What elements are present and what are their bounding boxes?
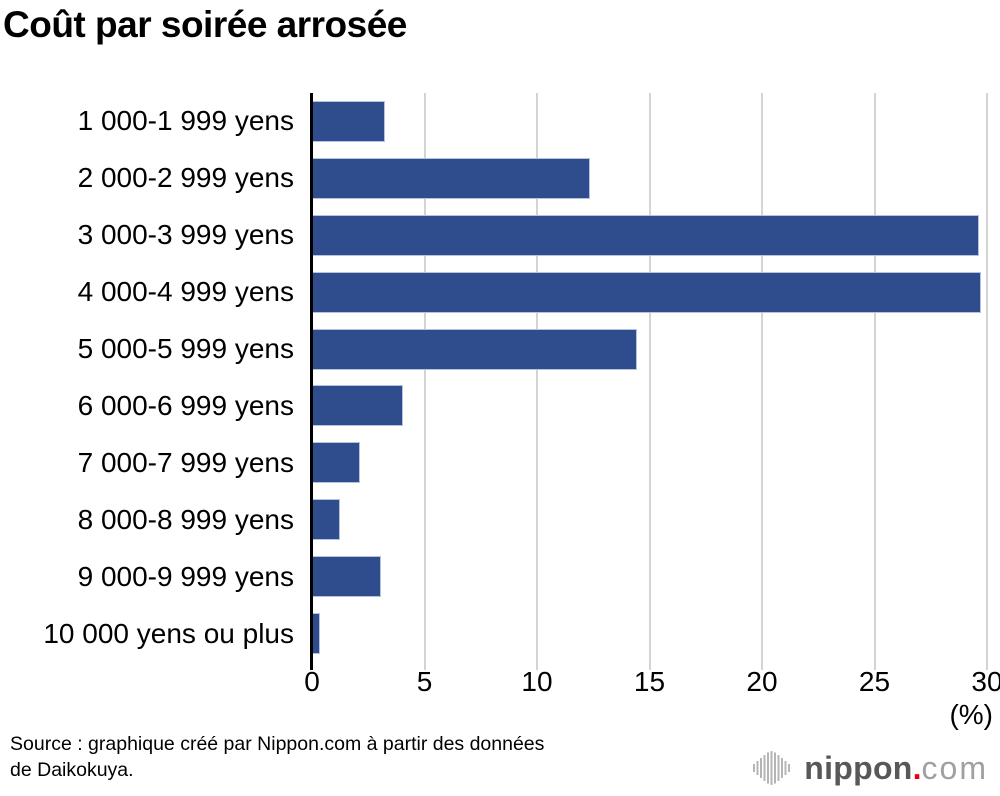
- bar: [313, 328, 637, 370]
- chart-title: Coût par soirée arrosée: [3, 4, 407, 45]
- bar: [313, 556, 381, 598]
- bar: [313, 271, 982, 313]
- source-line-1: Source : graphique créé par Nippon.com à…: [10, 733, 545, 755]
- bar: [313, 157, 590, 199]
- x-tick-labels: 0 5 10 15 20 25 30: [304, 666, 1000, 700]
- gridline: [423, 93, 426, 670]
- bar: [313, 442, 361, 484]
- nippon-logo: nippon. com: [753, 748, 988, 788]
- bar: [313, 385, 403, 427]
- logo-text: nippon. com: [804, 750, 988, 787]
- soundwave-icon: [753, 751, 791, 785]
- category-label: 9 000-9 999 yens: [77, 560, 294, 592]
- x-tick-label: 10: [521, 666, 553, 697]
- category-labels: 1 000-1 999 yens 2 000-2 999 yens 3 000-3 …: [0, 93, 303, 662]
- category-label: 6 000-6 999 yens: [77, 389, 294, 421]
- x-tick-label: 25: [858, 666, 891, 697]
- category-label: 5 000-5 999 yens: [77, 333, 294, 365]
- category-label: 7 000-7 999 yens: [77, 446, 294, 478]
- source-note: Source : graphique créé par Nippon.com à…: [10, 731, 544, 783]
- x-tick-label: 30: [971, 666, 1000, 697]
- category-label: 1 000-1 999 yens: [77, 105, 294, 137]
- category-label: 10 000 yens ou plus: [43, 617, 294, 649]
- bar: [313, 100, 385, 142]
- x-axis-unit-label: (%): [949, 699, 993, 730]
- gridline: [986, 93, 988, 670]
- x-tick-label: 0: [304, 666, 320, 697]
- x-tick-label: 15: [633, 666, 666, 697]
- category-label: 2 000-2 999 yens: [77, 162, 294, 194]
- bar: [313, 613, 320, 655]
- logo-dot: .: [912, 749, 922, 786]
- logo-brand: nippon: [804, 749, 913, 786]
- category-label: 3 000-3 999 yens: [77, 219, 294, 251]
- bar: [313, 214, 979, 256]
- bar: [313, 499, 340, 541]
- category-label: 8 000-8 999 yens: [77, 503, 294, 535]
- gridline: [761, 93, 763, 670]
- gridline: [648, 93, 651, 670]
- x-tick-label: 5: [416, 666, 433, 697]
- source-line-2: de Daikokuya.: [10, 759, 134, 781]
- gridline: [873, 93, 876, 670]
- x-tick-label: 20: [746, 666, 778, 697]
- plot-area: [310, 93, 988, 670]
- gridline: [536, 93, 538, 670]
- y-axis-line: [310, 93, 313, 670]
- category-label: 4 000-4 999 yens: [77, 276, 294, 308]
- logo-tld: com: [921, 749, 988, 786]
